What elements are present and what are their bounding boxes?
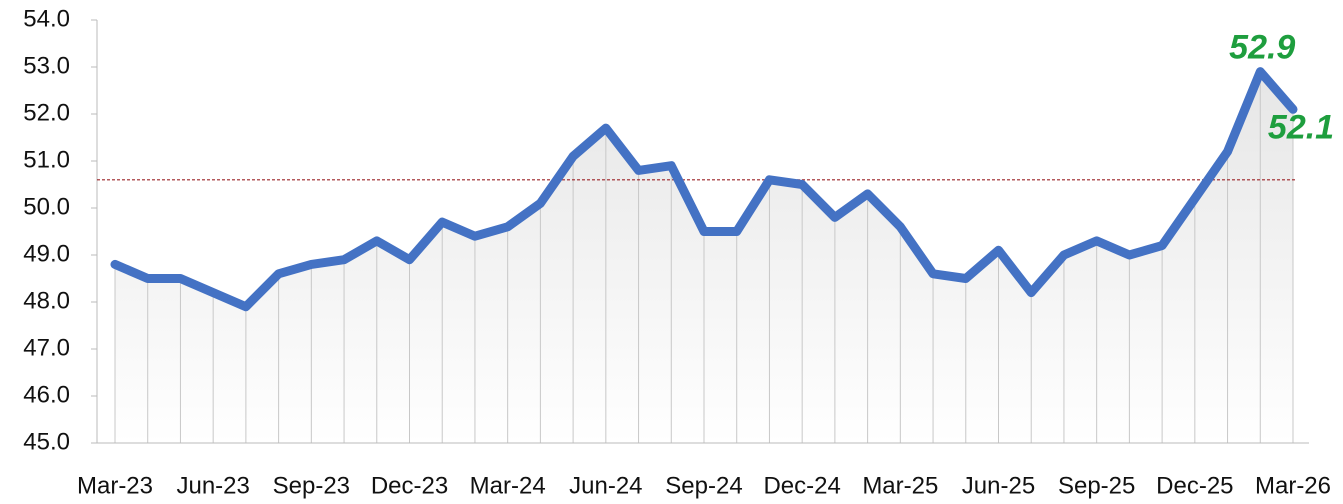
x-tick-label: Mar-26 [1255,472,1331,499]
y-tick-label: 50.0 [23,193,70,220]
x-tick-label: Jun-23 [176,472,249,499]
x-tick-label: Dec-24 [763,472,840,499]
y-tick-label: 51.0 [23,146,70,173]
y-tick-label: 46.0 [23,381,70,408]
x-tick-label: Jun-24 [569,472,642,499]
y-tick-label: 53.0 [23,52,70,79]
x-tick-label: Sep-25 [1058,472,1135,499]
data-label: 52.9 [1229,29,1295,67]
x-tick-label: Mar-25 [862,472,938,499]
x-tick-label: Jun-25 [962,472,1035,499]
x-tick-label: Mar-23 [77,472,153,499]
y-tick-label: 54.0 [23,5,70,32]
y-tick-label: 49.0 [23,240,70,267]
data-label: 52.1 [1268,108,1334,146]
data-line [110,67,1298,312]
x-tick-label: Sep-23 [273,472,350,499]
x-tick-label: Dec-23 [371,472,448,499]
x-tick-label: Mar-24 [470,472,546,499]
y-tick-label: 48.0 [23,287,70,314]
y-tick-label: 45.0 [23,428,70,455]
y-tick-label: 47.0 [23,334,70,361]
x-tick-label: Sep-24 [665,472,742,499]
y-tick-label: 52.0 [23,99,70,126]
x-tick-label: Dec-25 [1156,472,1233,499]
